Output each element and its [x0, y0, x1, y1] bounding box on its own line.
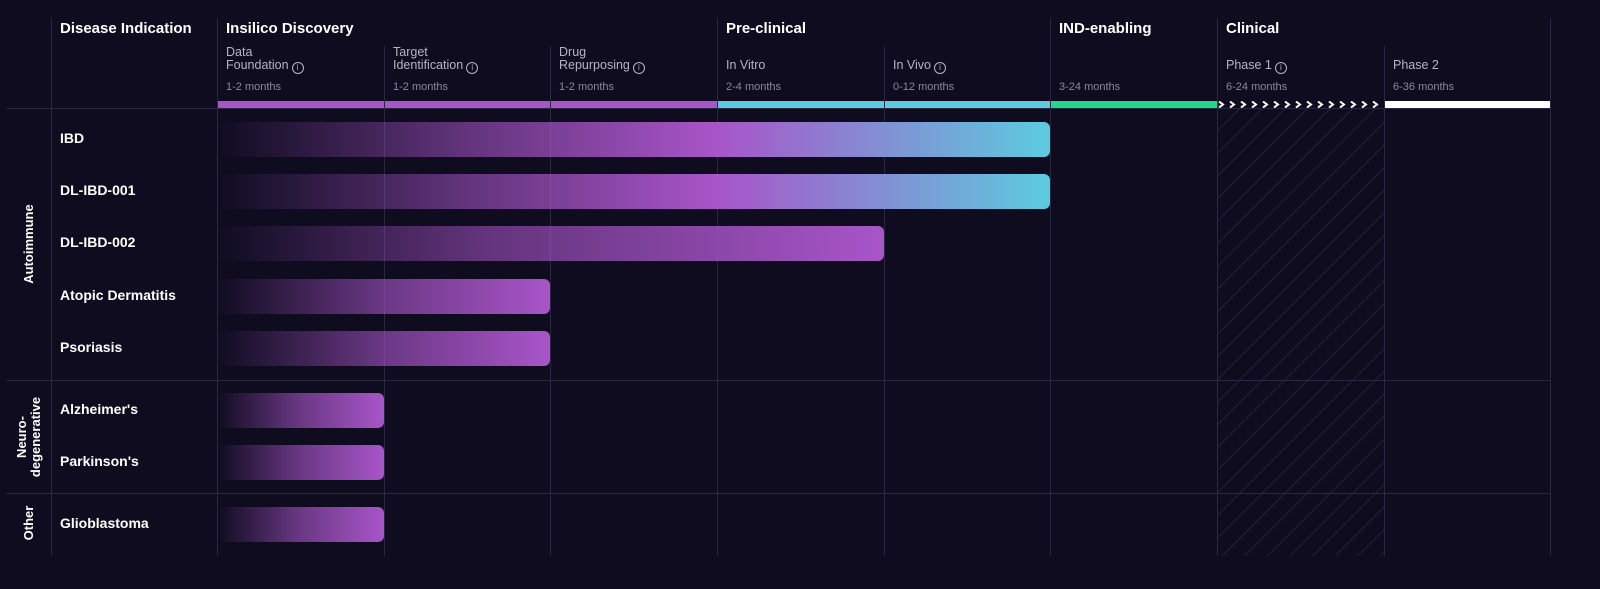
progress-preclinical	[717, 101, 1050, 108]
stage-title-insilico-discovery: Insilico Discovery	[226, 20, 354, 37]
pipeline-bar	[217, 226, 884, 261]
substage-duration: 1-2 months	[559, 81, 615, 93]
pipeline-bar	[217, 279, 550, 314]
info-icon[interactable]: i	[1274, 62, 1287, 74]
indication-label: IBD	[60, 130, 85, 146]
indication-label: Parkinson's	[60, 453, 139, 469]
grid-hline	[6, 108, 1550, 109]
info-icon[interactable]: i	[291, 62, 304, 74]
pipeline-bar	[217, 174, 1050, 209]
indication-label: Psoriasis	[60, 339, 123, 355]
pipeline-bar	[217, 507, 384, 542]
grid-hline	[6, 380, 1550, 381]
info-icon[interactable]: i	[466, 62, 479, 74]
indication-label: Glioblastoma	[60, 515, 149, 531]
substage-label-line2: Foundation i	[226, 59, 304, 74]
stage-title-ind-enabling: IND-enabling	[1059, 20, 1152, 37]
pipeline-bar	[217, 445, 384, 480]
substage-label-line2: Phase 2	[1393, 58, 1439, 72]
substage-duration: 1-2 months	[393, 81, 449, 93]
info-icon[interactable]: i	[632, 62, 645, 74]
grid-vline	[1050, 18, 1051, 556]
disease-indication-header: Disease Indication	[60, 20, 192, 37]
substage-label: Phase 2	[1393, 46, 1439, 72]
indication-label: Atopic Dermatitis	[60, 287, 176, 303]
substage-duration: 1-2 months	[226, 81, 282, 93]
pipeline-bar	[217, 122, 1050, 157]
group-label-other: Other	[21, 505, 36, 541]
substage-duration: 6-36 months	[1393, 81, 1455, 93]
indication-label: DL-IBD-001	[60, 182, 136, 198]
pipeline-bar	[217, 331, 550, 366]
substage-label: Drug Repurposing i	[559, 46, 645, 74]
info-icon[interactable]: i	[934, 62, 946, 74]
substage-label: In Vitro	[726, 46, 765, 72]
substage-label-line2: Identification i	[393, 59, 479, 74]
substage-duration: 6-24 months	[1226, 81, 1288, 93]
group-label-autoimmune: Autoimmune	[21, 204, 36, 284]
grid-hline	[6, 493, 1550, 494]
grid-vline	[51, 18, 52, 556]
substage-label-line1: Drug	[559, 45, 587, 59]
stage-title-clinical: Clinical	[1226, 20, 1280, 37]
grid-vline	[1217, 18, 1218, 556]
substage-label-line1: Data	[226, 45, 253, 59]
substage-label-line2: Repurposing i	[559, 59, 645, 74]
grid-vline	[884, 46, 885, 556]
substage-label-line1: Target	[393, 45, 428, 59]
substage-label: In Vivo i	[893, 46, 946, 74]
phase1-hatch-area	[1217, 108, 1384, 556]
indication-label: DL-IBD-002	[60, 234, 136, 250]
substage-duration: 3-24 months	[1059, 81, 1121, 93]
indication-label: Alzheimer's	[60, 401, 139, 417]
progress-phase2	[1384, 101, 1550, 108]
substage-label-line1	[1059, 46, 1062, 59]
grid-vline	[717, 18, 718, 556]
progress-discovery	[217, 101, 717, 108]
substage-label: Data Foundation i	[226, 46, 304, 74]
substage-label-line2: In Vivo i	[893, 59, 946, 74]
substage-label: Target Identification i	[393, 45, 479, 74]
substage-label	[1059, 46, 1062, 59]
grid-vline	[1384, 46, 1385, 556]
stage-title-pre-clinical: Pre-clinical	[726, 20, 807, 37]
progress-ind-enabling	[1050, 101, 1217, 108]
grid-vline	[550, 46, 551, 556]
grid-vline	[1550, 18, 1551, 556]
substage-duration: 0-12 months	[893, 81, 955, 93]
substage-label-line2: In Vitro	[726, 58, 766, 72]
pipeline-bar	[217, 393, 384, 428]
substage-duration: 2-4 months	[726, 81, 782, 93]
progress-phase1-chevrons	[1218, 101, 1379, 108]
group-label-neurodegenerative: Neuro- degenerative	[14, 396, 43, 478]
